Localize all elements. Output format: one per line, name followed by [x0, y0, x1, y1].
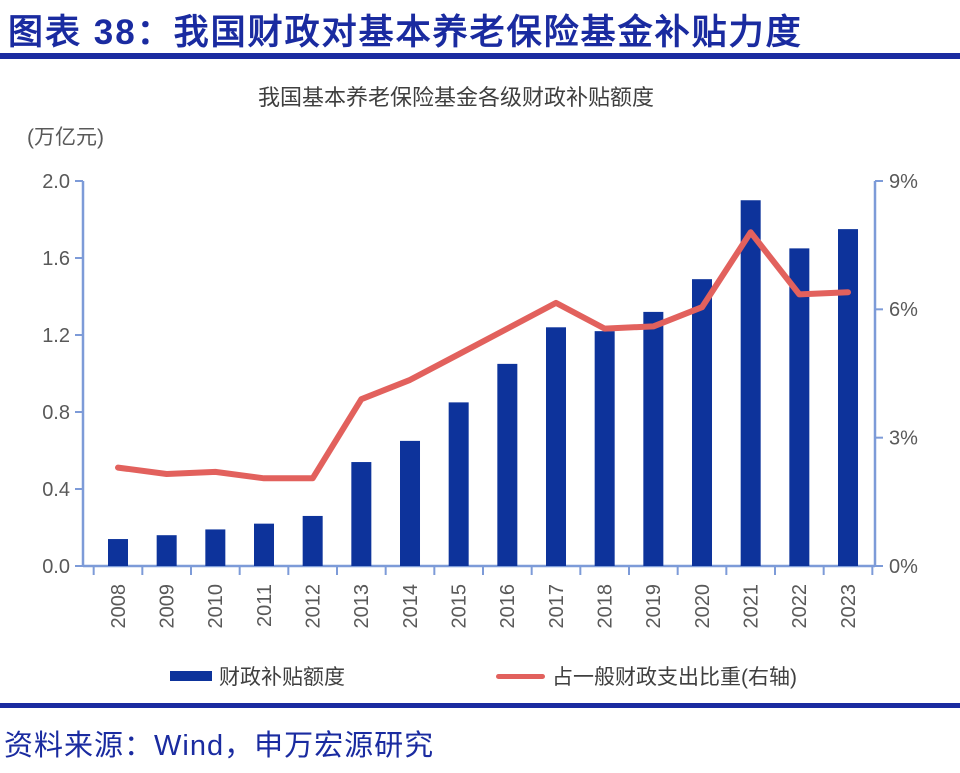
- bar-2009: [156, 535, 177, 566]
- right-axis-tick-label: 0%: [889, 556, 918, 578]
- bar-2016: [497, 363, 518, 566]
- left-axis-tick-label: 2.0: [42, 171, 70, 193]
- x-axis-year-label: 2022: [789, 584, 811, 629]
- bar-2010: [205, 529, 226, 566]
- left-axis-tick-label: 0.0: [42, 556, 70, 578]
- bar-2018: [594, 331, 615, 566]
- bar-2015: [448, 402, 469, 566]
- x-axis-year-label: 2020: [692, 584, 714, 629]
- bar-2012: [302, 515, 323, 566]
- x-axis-year-label: 2012: [302, 584, 324, 629]
- right-axis-tick-label: 6%: [889, 299, 918, 321]
- right-axis-tick-label: 3%: [889, 427, 918, 449]
- x-axis-year-label: 2015: [448, 584, 470, 629]
- bar-2019: [643, 311, 664, 566]
- bar-2023: [838, 229, 859, 566]
- bar-2008: [108, 539, 128, 566]
- x-axis-year-label: 2016: [497, 584, 519, 629]
- left-axis-tick-label: 0.8: [42, 402, 70, 424]
- x-axis-year-label: 2018: [594, 584, 616, 629]
- bar-2020: [692, 279, 713, 566]
- bar-2014: [400, 440, 421, 566]
- left-axis-unit-label: (万亿元): [27, 126, 104, 149]
- x-axis-year-label: 2017: [546, 584, 568, 629]
- chart-title: 我国基本养老保险基金各级财政补贴额度: [257, 85, 654, 110]
- legend-line-label: 占一般财政支出比重(右轴): [552, 666, 797, 689]
- left-axis-tick-label: 1.6: [42, 248, 70, 270]
- x-axis-year-label: 2011: [254, 584, 276, 627]
- source-text: 资料来源：Wind，申万宏源研究: [4, 730, 435, 762]
- figure-title: 图表 38：我国财政对基本养老保险基金补贴力度: [8, 13, 803, 52]
- left-axis-tick-label: 0.4: [42, 479, 70, 501]
- bar-2021: [740, 200, 761, 566]
- bar-2022: [789, 248, 810, 566]
- left-axis-tick-label: 1.2: [42, 325, 70, 347]
- x-axis-year-label: 2010: [205, 584, 227, 629]
- bar-series-swatch: [170, 671, 212, 681]
- bar-2013: [351, 462, 372, 566]
- plot-svg: 0.0 0.4 0.8 1.2 1.6 2.0 0% 3% 6% 9% 2008 2009 2010 20…: [42, 171, 918, 629]
- legend-bar-label: 财政补贴额度: [219, 666, 345, 689]
- legend-item-line: 占一般财政支出比重(右轴): [496, 664, 797, 689]
- x-axis-year-label: 2009: [156, 584, 178, 629]
- x-axis-year-label: 2014: [400, 584, 422, 629]
- bar-2017: [546, 327, 567, 566]
- legend-item-bars: 财政补贴额度: [170, 664, 345, 689]
- line-series-swatch: [496, 673, 545, 679]
- x-axis-year-label: 2019: [643, 584, 665, 629]
- trend-line: [115, 229, 852, 482]
- x-axis-year-label: 2021: [740, 584, 762, 629]
- right-axis-tick-label: 9%: [889, 171, 918, 193]
- x-axis-year-label: 2013: [351, 584, 373, 629]
- title-underline-rule: [0, 53, 960, 59]
- x-axis-year-label: 2008: [108, 584, 130, 629]
- bar-2011: [254, 523, 275, 566]
- x-axis-year-label: 2023: [838, 584, 860, 629]
- footer-rule: [0, 703, 960, 708]
